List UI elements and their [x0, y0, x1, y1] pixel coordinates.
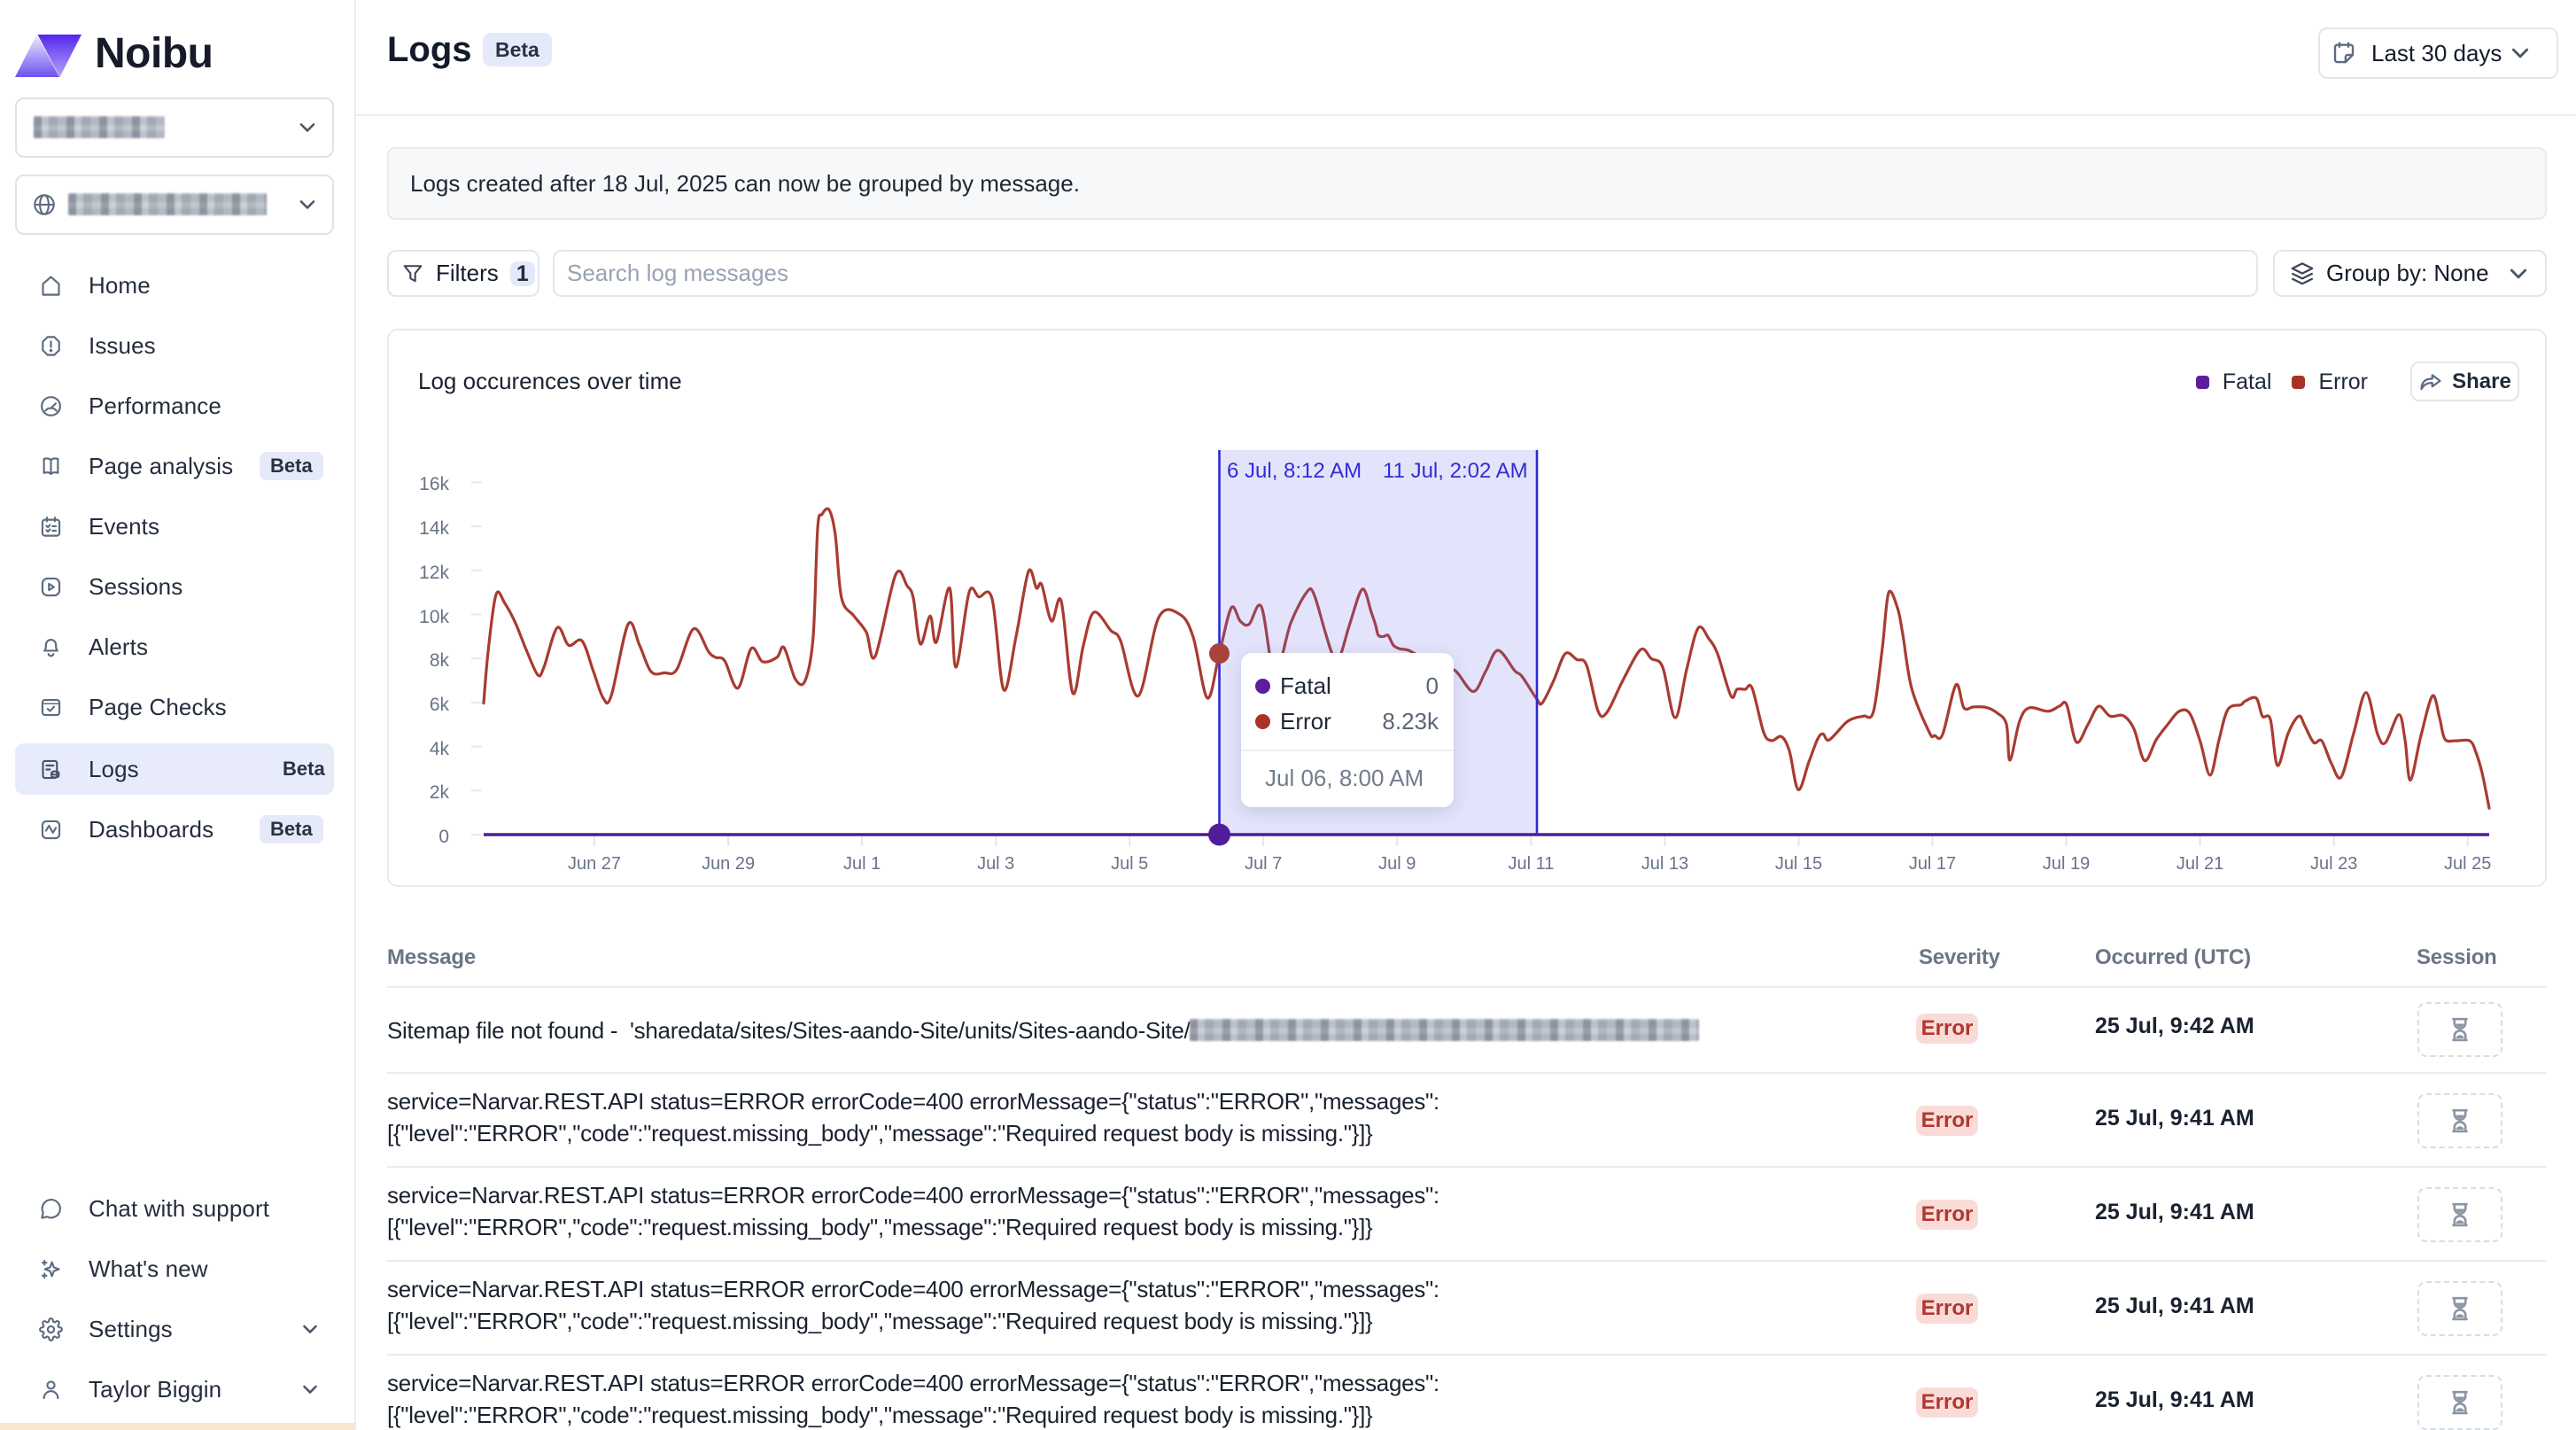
svg-text:Jul 11: Jul 11 [1508, 854, 1554, 874]
svg-text:12k: 12k [419, 563, 449, 583]
svg-text:Jul 17: Jul 17 [1909, 854, 1956, 874]
svg-text:Jul 21: Jul 21 [2176, 854, 2223, 874]
svg-text:Jun 29: Jun 29 [702, 854, 755, 874]
svg-text:8k: 8k [430, 650, 450, 671]
svg-text:Jun 27: Jun 27 [568, 854, 621, 874]
svg-text:0: 0 [438, 827, 449, 847]
svg-text:Jul 1: Jul 1 [843, 854, 881, 874]
svg-text:Jul 5: Jul 5 [1111, 854, 1148, 874]
svg-text:Jul 25: Jul 25 [2444, 854, 2491, 874]
svg-text:Jul 19: Jul 19 [2043, 854, 2090, 874]
svg-text:Jul 23: Jul 23 [2310, 854, 2357, 874]
svg-text:6 Jul, 8:12 AM: 6 Jul, 8:12 AM [1227, 459, 1362, 483]
svg-text:6k: 6k [430, 695, 450, 715]
svg-text:Jul 9: Jul 9 [1378, 854, 1416, 874]
svg-text:14k: 14k [419, 518, 449, 539]
svg-text:11 Jul, 2:02 AM: 11 Jul, 2:02 AM [1383, 459, 1528, 483]
svg-text:Jul 13: Jul 13 [1641, 854, 1688, 874]
svg-text:Jul 15: Jul 15 [1775, 854, 1822, 874]
svg-text:16k: 16k [419, 474, 449, 494]
svg-text:Jul 3: Jul 3 [977, 854, 1014, 874]
svg-text:10k: 10k [419, 607, 449, 627]
svg-text:4k: 4k [430, 739, 450, 759]
svg-text:Jul 7: Jul 7 [1245, 854, 1282, 874]
svg-text:2k: 2k [430, 782, 450, 803]
